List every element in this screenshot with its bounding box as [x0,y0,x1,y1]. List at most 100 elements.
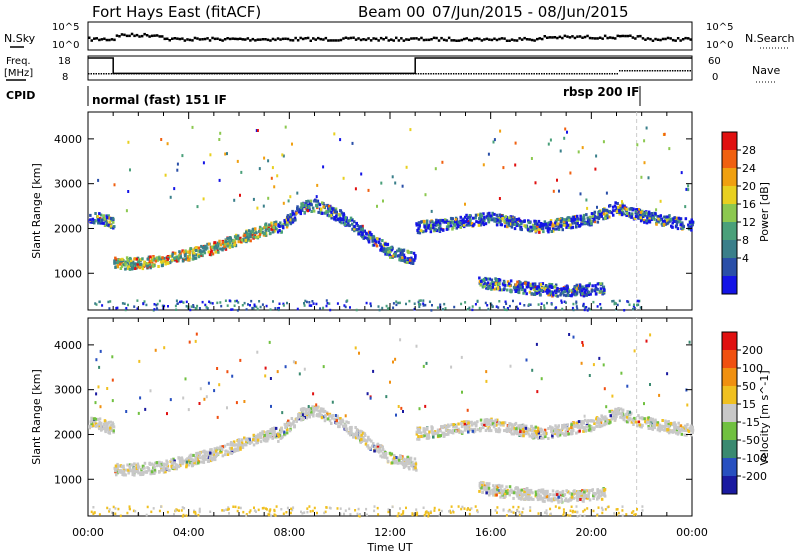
range-cell [310,200,313,203]
range-cell [526,286,529,289]
nave-point [634,70,636,72]
range-cell [158,470,161,473]
range-cell [279,303,281,306]
range-cell [272,300,274,303]
nave-point [156,73,158,75]
nave-point [589,73,591,75]
nave-point [159,73,161,75]
range-cell [212,451,215,454]
range-cell [203,197,205,200]
range-cell [457,225,460,228]
range-cell [518,218,521,221]
range-cell [592,427,595,430]
range-cell [423,507,425,510]
range-cell [304,204,307,207]
range-cell [315,200,318,203]
nsky-point [116,34,119,37]
range-cell [413,259,416,262]
range-cell [563,137,565,140]
range-cell [414,254,417,257]
range-cell [89,214,92,217]
nave-point [91,73,93,75]
nave-point [559,73,561,75]
range-cell [414,466,417,469]
range-cell [423,225,426,228]
range-cell [270,308,272,311]
nave-point [151,73,153,75]
range-cell [426,427,429,430]
range-cell [430,309,432,312]
nave-point [493,73,495,75]
range-cell [209,457,212,460]
range-cell [630,207,633,210]
nsky-point [488,38,491,41]
range-cell [234,235,237,238]
nave-point [521,73,523,75]
range-cell [518,288,521,291]
range-cell [619,300,621,303]
range-cell [220,248,223,251]
range-cell [432,433,435,436]
range-cell [239,194,241,197]
range-cell [616,210,619,213]
nave-point [511,73,513,75]
range-cell [422,302,424,305]
range-cell [392,175,394,178]
range-cell [664,133,666,136]
range-cell [356,228,359,231]
nave-point [206,73,208,75]
range-cell [484,285,487,288]
range-cell [245,438,248,441]
range-cell [540,491,543,494]
range-cell [609,410,612,413]
range-cell [537,493,540,496]
range-cell [110,217,113,220]
range-cell [559,431,562,434]
range-cell [180,256,183,259]
range-cell [247,303,249,306]
range-cell [352,142,354,145]
range-cell [503,220,506,223]
range-cell [440,228,443,231]
range-cell [648,219,651,222]
range-cell [496,279,499,282]
nsky-point [131,33,134,36]
nsky-point [184,39,187,42]
range-cell [564,434,567,437]
beam-label: Beam 00 [358,3,425,21]
nave-point [450,73,452,75]
range-cell [328,302,330,305]
nave-point [279,73,281,75]
range-cell [234,448,237,451]
nave-point [400,73,402,75]
range-cell [604,415,607,418]
nave-point [186,73,188,75]
range-cell [529,221,532,224]
nave-point [272,73,274,75]
range-cell [626,413,629,416]
range-cell [263,434,266,437]
range-cell [353,225,356,228]
range-cell [132,464,135,467]
range-cell [296,420,299,423]
range-cell [609,204,612,207]
range-cell [108,307,110,310]
range-cell [478,490,481,493]
nsky-point [196,37,199,40]
range-cell [375,240,378,243]
range-cell [566,131,568,134]
nave-point [131,73,133,75]
range-cell [530,226,533,229]
range-cell [664,216,667,219]
nave-point [330,73,332,75]
range-cell [114,266,117,269]
range-cell [170,458,173,461]
range-cell [101,304,103,307]
nsky-point [332,39,335,42]
range-cell [420,435,423,438]
nsky-point [684,37,687,40]
nsky-point [204,38,207,41]
range-cell [262,303,264,306]
range-cell [212,458,215,461]
range-cell [197,462,200,465]
